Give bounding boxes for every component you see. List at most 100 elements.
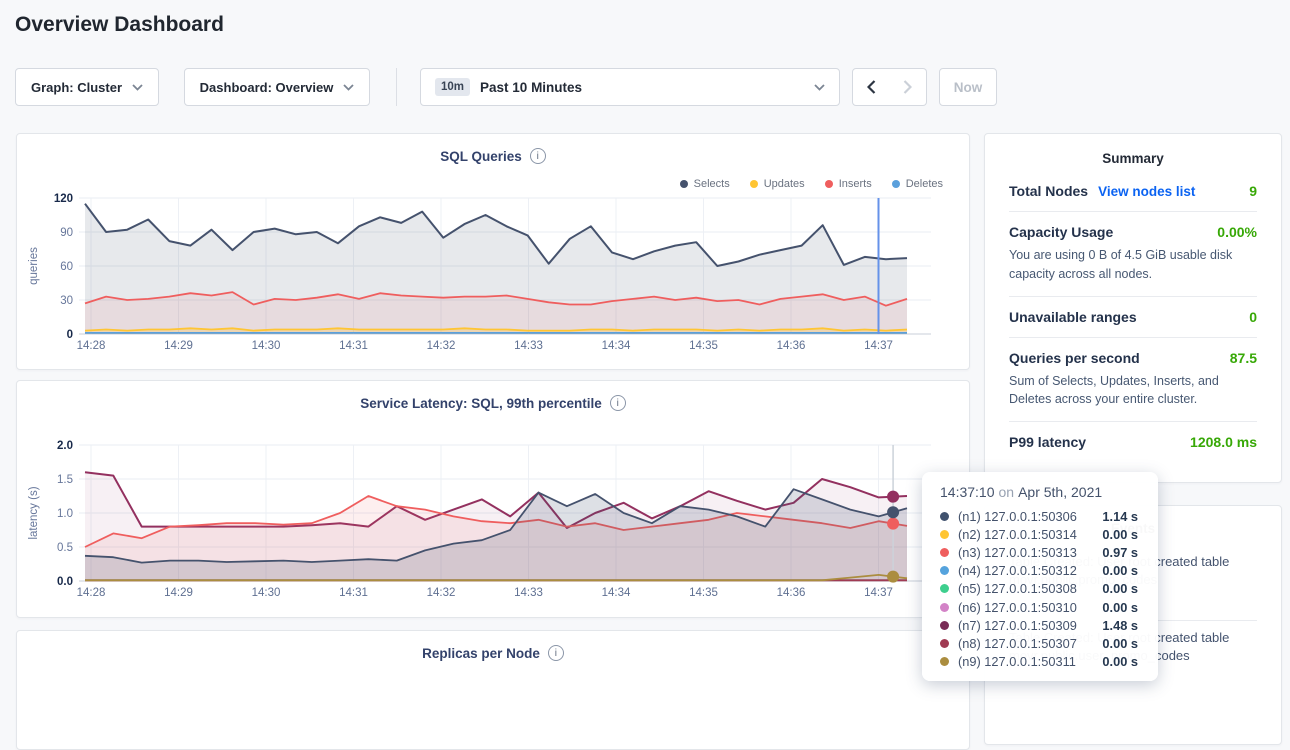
- time-next-button[interactable]: [889, 68, 927, 106]
- view-nodes-list-link[interactable]: View nodes list: [1098, 183, 1196, 199]
- legend-label: Updates: [763, 178, 805, 190]
- series-area: [85, 292, 907, 334]
- svg-text:14:36: 14:36: [777, 340, 806, 352]
- series-area: [85, 203, 907, 334]
- svg-text:14:28: 14:28: [77, 587, 106, 599]
- chevron-right-icon: [903, 80, 912, 94]
- summary-row-unavailable-ranges: Unavailable ranges 0: [1009, 297, 1257, 338]
- svg-text:90: 90: [60, 227, 73, 239]
- legend-label: Inserts: [838, 178, 872, 190]
- svg-text:120: 120: [54, 193, 73, 205]
- series-area: [85, 472, 907, 581]
- tooltip-node-value: 0.00 s: [1102, 599, 1138, 615]
- now-button[interactable]: Now: [939, 68, 997, 106]
- chart-hover-tooltip: 14:37:10 on Apr 5th, 2021 (n1) 127.0.0.1:5…: [922, 472, 1158, 681]
- series-color-dot: [940, 547, 949, 557]
- tooltip-node-value: 1.14 s: [1102, 508, 1138, 524]
- tooltip-node-label: (n8) 127.0.0.1:50307: [958, 635, 1077, 651]
- svg-text:1.0: 1.0: [57, 508, 73, 520]
- legend-dot: [824, 180, 833, 188]
- service-latency-card: Service Latency: SQL, 99th percentile i …: [16, 380, 970, 618]
- p99-latency-value: 1208.0 ms: [1190, 434, 1257, 450]
- info-icon[interactable]: i: [609, 395, 626, 411]
- legend-dot: [749, 180, 758, 188]
- legend-item-selects[interactable]: Selects: [679, 178, 730, 190]
- series-color-dot: [940, 584, 949, 594]
- tooltip-row: (n5) 127.0.0.1:50308 0.00 s: [940, 580, 1138, 598]
- sql-queries-card: SQL Queries i Selects Updates Inserts Delet…: [16, 133, 970, 370]
- capacity-usage-value: 0.00%: [1217, 224, 1257, 240]
- series-color-dot: [940, 566, 949, 576]
- dashboard-dropdown[interactable]: Dashboard: Overview: [184, 68, 370, 106]
- tooltip-row: (n2) 127.0.0.1:50314 0.00 s: [940, 525, 1138, 543]
- tooltip-row: (n9) 127.0.0.1:50311 0.00 s: [940, 653, 1138, 671]
- tooltip-node-value: 0.00 s: [1102, 526, 1138, 542]
- legend-item-deletes[interactable]: Deletes: [891, 178, 943, 190]
- legend-item-inserts[interactable]: Inserts: [824, 178, 872, 190]
- series-line: [85, 574, 908, 582]
- legend-dot: [679, 180, 688, 188]
- total-nodes-value: 9: [1249, 183, 1257, 199]
- overview-dashboard-page: { "page": { "title": "Overview Dashboard…: [15, 13, 1282, 750]
- svg-text:14:35: 14:35: [689, 587, 718, 599]
- hover-marker: [887, 570, 900, 583]
- tooltip-date: Apr 5th, 2021: [1018, 484, 1103, 500]
- svg-text:latency (s): latency (s): [28, 486, 40, 539]
- series-line: [84, 488, 908, 564]
- svg-text:30: 30: [60, 295, 73, 307]
- replicas-per-node-card: Replicas per Node i: [16, 630, 970, 750]
- tooltip-node-label: (n2) 127.0.0.1:50314: [958, 526, 1077, 542]
- time-range-label: Past 10 Minutes: [480, 79, 583, 95]
- queries-per-second-label: Queries per second: [1009, 349, 1140, 366]
- tooltip-row: (n7) 127.0.0.1:50309 1.48 s: [940, 616, 1138, 634]
- svg-text:14:33: 14:33: [514, 340, 543, 352]
- svg-text:14:31: 14:31: [339, 587, 368, 599]
- dashboard-dropdown-label: Dashboard: Overview: [199, 79, 334, 95]
- tooltip-node-value: 0.00 s: [1102, 635, 1138, 651]
- tooltip-row: (n1) 127.0.0.1:50306 1.14 s: [940, 507, 1138, 525]
- svg-text:14:37: 14:37: [864, 587, 893, 599]
- legend-item-updates[interactable]: Updates: [749, 178, 805, 190]
- legend-label: Deletes: [905, 178, 943, 190]
- sql-queries-chart[interactable]: 0 30 60 90 120 14:28 14:29 14:30 14:31 14:32 14:33…: [17, 190, 969, 356]
- summary-row-qps: Queries per second 87.5 Sum of Selects, …: [1009, 338, 1257, 422]
- series-color-dot: [940, 602, 949, 612]
- series-color-dot: [940, 620, 949, 630]
- svg-text:14:32: 14:32: [427, 340, 456, 352]
- graph-dropdown[interactable]: Graph: Cluster: [15, 68, 159, 106]
- tooltip-node-value: 0.00 s: [1102, 654, 1138, 670]
- graph-dropdown-label: Graph: Cluster: [30, 79, 122, 95]
- chart-title-sql-queries: SQL Queries: [440, 148, 522, 164]
- tooltip-node-value: 0.00 s: [1102, 581, 1138, 597]
- svg-text:14:30: 14:30: [252, 587, 281, 599]
- chart-title-service-latency: Service Latency: SQL, 99th percentile: [360, 395, 602, 411]
- info-icon[interactable]: i: [529, 148, 546, 164]
- tooltip-row: (n8) 127.0.0.1:50307 0.00 s: [940, 634, 1138, 652]
- tooltip-node-value: 0.00 s: [1102, 563, 1138, 579]
- queries-per-second-description: Sum of Selects, Updates, Inserts, and De…: [1009, 373, 1219, 407]
- time-range-selector[interactable]: 10m Past 10 Minutes: [420, 68, 840, 106]
- series-line: [84, 495, 908, 548]
- capacity-usage-label: Capacity Usage: [1009, 224, 1114, 240]
- svg-text:14:33: 14:33: [514, 587, 543, 599]
- svg-text:1.5: 1.5: [57, 474, 73, 486]
- svg-text:14:34: 14:34: [602, 587, 631, 599]
- info-icon[interactable]: i: [547, 645, 564, 661]
- series-line: [84, 471, 908, 529]
- chart-title-replicas-per-node: Replicas per Node: [422, 645, 540, 661]
- series-area: [85, 496, 907, 581]
- svg-text:0: 0: [67, 329, 73, 341]
- time-prev-button[interactable]: [852, 68, 890, 106]
- service-latency-chart[interactable]: 0.0 0.5 1.0 1.5 2.0 14:28 14:29 14:30 14:31 14:32…: [17, 437, 969, 603]
- queries-per-second-value: 87.5: [1229, 349, 1257, 366]
- summary-row-total-nodes: Total Nodes View nodes list 9: [1009, 171, 1257, 212]
- tooltip-rows: (n1) 127.0.0.1:50306 1.14 s (n2) 127.0.0.1…: [940, 507, 1138, 671]
- hover-marker: [887, 506, 900, 519]
- tooltip-node-label: (n7) 127.0.0.1:50309: [958, 617, 1077, 633]
- hover-marker: [887, 517, 900, 530]
- tooltip-row: (n4) 127.0.0.1:50312 0.00 s: [940, 562, 1138, 580]
- time-range-badge: 10m: [435, 78, 471, 96]
- tooltip-node-value: 1.48 s: [1102, 617, 1138, 633]
- svg-text:2.0: 2.0: [57, 440, 73, 452]
- summary-row-p99-latency: P99 latency 1208.0 ms: [1009, 422, 1257, 462]
